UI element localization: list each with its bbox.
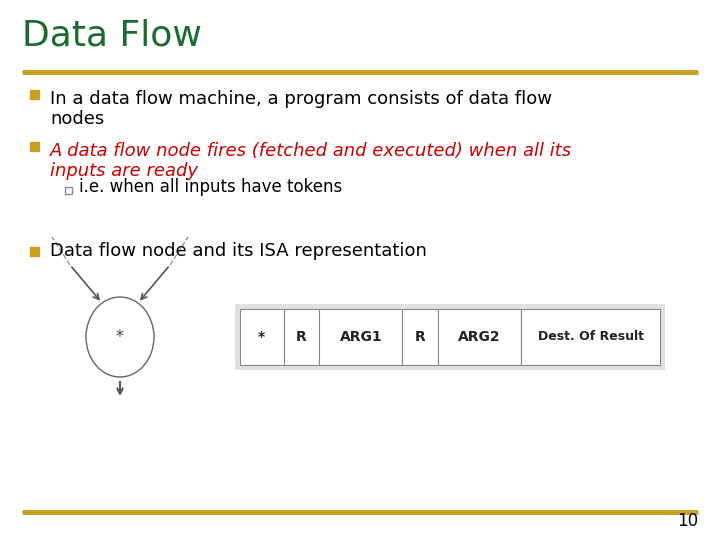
Bar [438, 309, 521, 365]
Bar [521, 309, 660, 365]
Text: ARG2: ARG2 [459, 330, 501, 344]
Text: inputs are ready: inputs are ready [50, 162, 198, 180]
Text: ARG1: ARG1 [340, 330, 382, 344]
Text: R: R [296, 330, 307, 344]
Bar [65, 187, 72, 194]
Bar [319, 309, 402, 365]
Text: i.e. when all inputs have tokens: i.e. when all inputs have tokens [79, 178, 342, 196]
Text: Data flow node and its ISA representation: Data flow node and its ISA representatio… [50, 242, 427, 260]
Text: 10: 10 [677, 512, 698, 530]
Text: nodes: nodes [50, 110, 104, 128]
Text: *: * [258, 330, 266, 344]
Bar [30, 141, 39, 151]
Bar [284, 309, 319, 365]
Bar [240, 309, 284, 365]
Text: In a data flow machine, a program consists of data flow: In a data flow machine, a program consis… [50, 90, 552, 108]
Bar [402, 309, 438, 365]
Text: Dest. Of Result: Dest. Of Result [538, 330, 644, 343]
Bar [30, 90, 39, 98]
Bar [30, 246, 39, 255]
Bar [235, 304, 665, 370]
Text: Data Flow: Data Flow [22, 18, 202, 52]
Text: *: * [115, 328, 125, 346]
Text: A data flow node fires (fetched and executed) when all its: A data flow node fires (fetched and exec… [50, 142, 572, 160]
Text: R: R [415, 330, 426, 344]
